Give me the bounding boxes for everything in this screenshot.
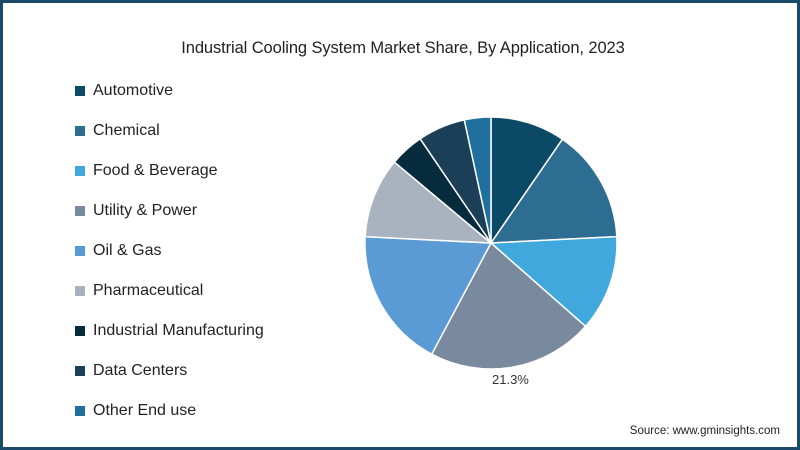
chart-title: Industrial Cooling System Market Share, … [181, 39, 625, 57]
pie-slice-utility-power [430, 241, 587, 370]
legend-swatch [75, 246, 85, 256]
legend-label: Oil & Gas [93, 242, 162, 259]
legend-label: Pharmaceutical [93, 282, 204, 299]
pie-slice-other-end-use [463, 116, 492, 244]
legend-swatch [75, 366, 85, 376]
legend-swatch [75, 206, 85, 216]
pie-slice-food-beverage [489, 235, 618, 328]
pie-slice-automotive [490, 116, 564, 246]
legend-item-other-end-use: Other End use [75, 391, 264, 431]
legend-swatch [75, 126, 85, 136]
legend-item-data-centers: Data Centers [75, 351, 264, 391]
legend-label: Data Centers [93, 362, 188, 379]
legend-swatch [75, 86, 85, 96]
legend-item-food-beverage: Food & Beverage [75, 151, 264, 191]
legend-item-industrial-manufacturing: Industrial Manufacturing [75, 311, 264, 351]
legend-item-chemical: Chemical [75, 111, 264, 151]
source-text: Source: www.gminsights.com [629, 425, 780, 437]
pie-slice-chemical [489, 138, 618, 244]
legend-label: Automotive [93, 82, 174, 99]
legend-label: Utility & Power [93, 202, 198, 219]
legend-item-oil-gas: Oil & Gas [75, 231, 264, 271]
legend: Automotive Chemical Food & Beverage Util… [75, 71, 264, 431]
legend-swatch [75, 166, 85, 176]
legend-label: Other End use [93, 402, 197, 419]
pie-chart: 21.3% [364, 116, 618, 387]
legend-item-pharmaceutical: Pharmaceutical [75, 271, 264, 311]
legend-label: Industrial Manufacturing [93, 322, 264, 339]
legend-label: Chemical [93, 122, 160, 139]
legend-swatch [75, 286, 85, 296]
pie-slice-pharmaceutical [364, 161, 494, 244]
legend-item-utility-power: Utility & Power [75, 191, 264, 231]
legend-item-automotive: Automotive [75, 71, 264, 111]
legend-swatch [75, 326, 85, 336]
pie-slice-oil-gas [364, 235, 493, 356]
slice-label-utility-power: 21.3% [492, 372, 529, 387]
legend-label: Food & Beverage [93, 162, 218, 179]
pie-slices [364, 116, 618, 370]
legend-swatch [75, 406, 85, 416]
